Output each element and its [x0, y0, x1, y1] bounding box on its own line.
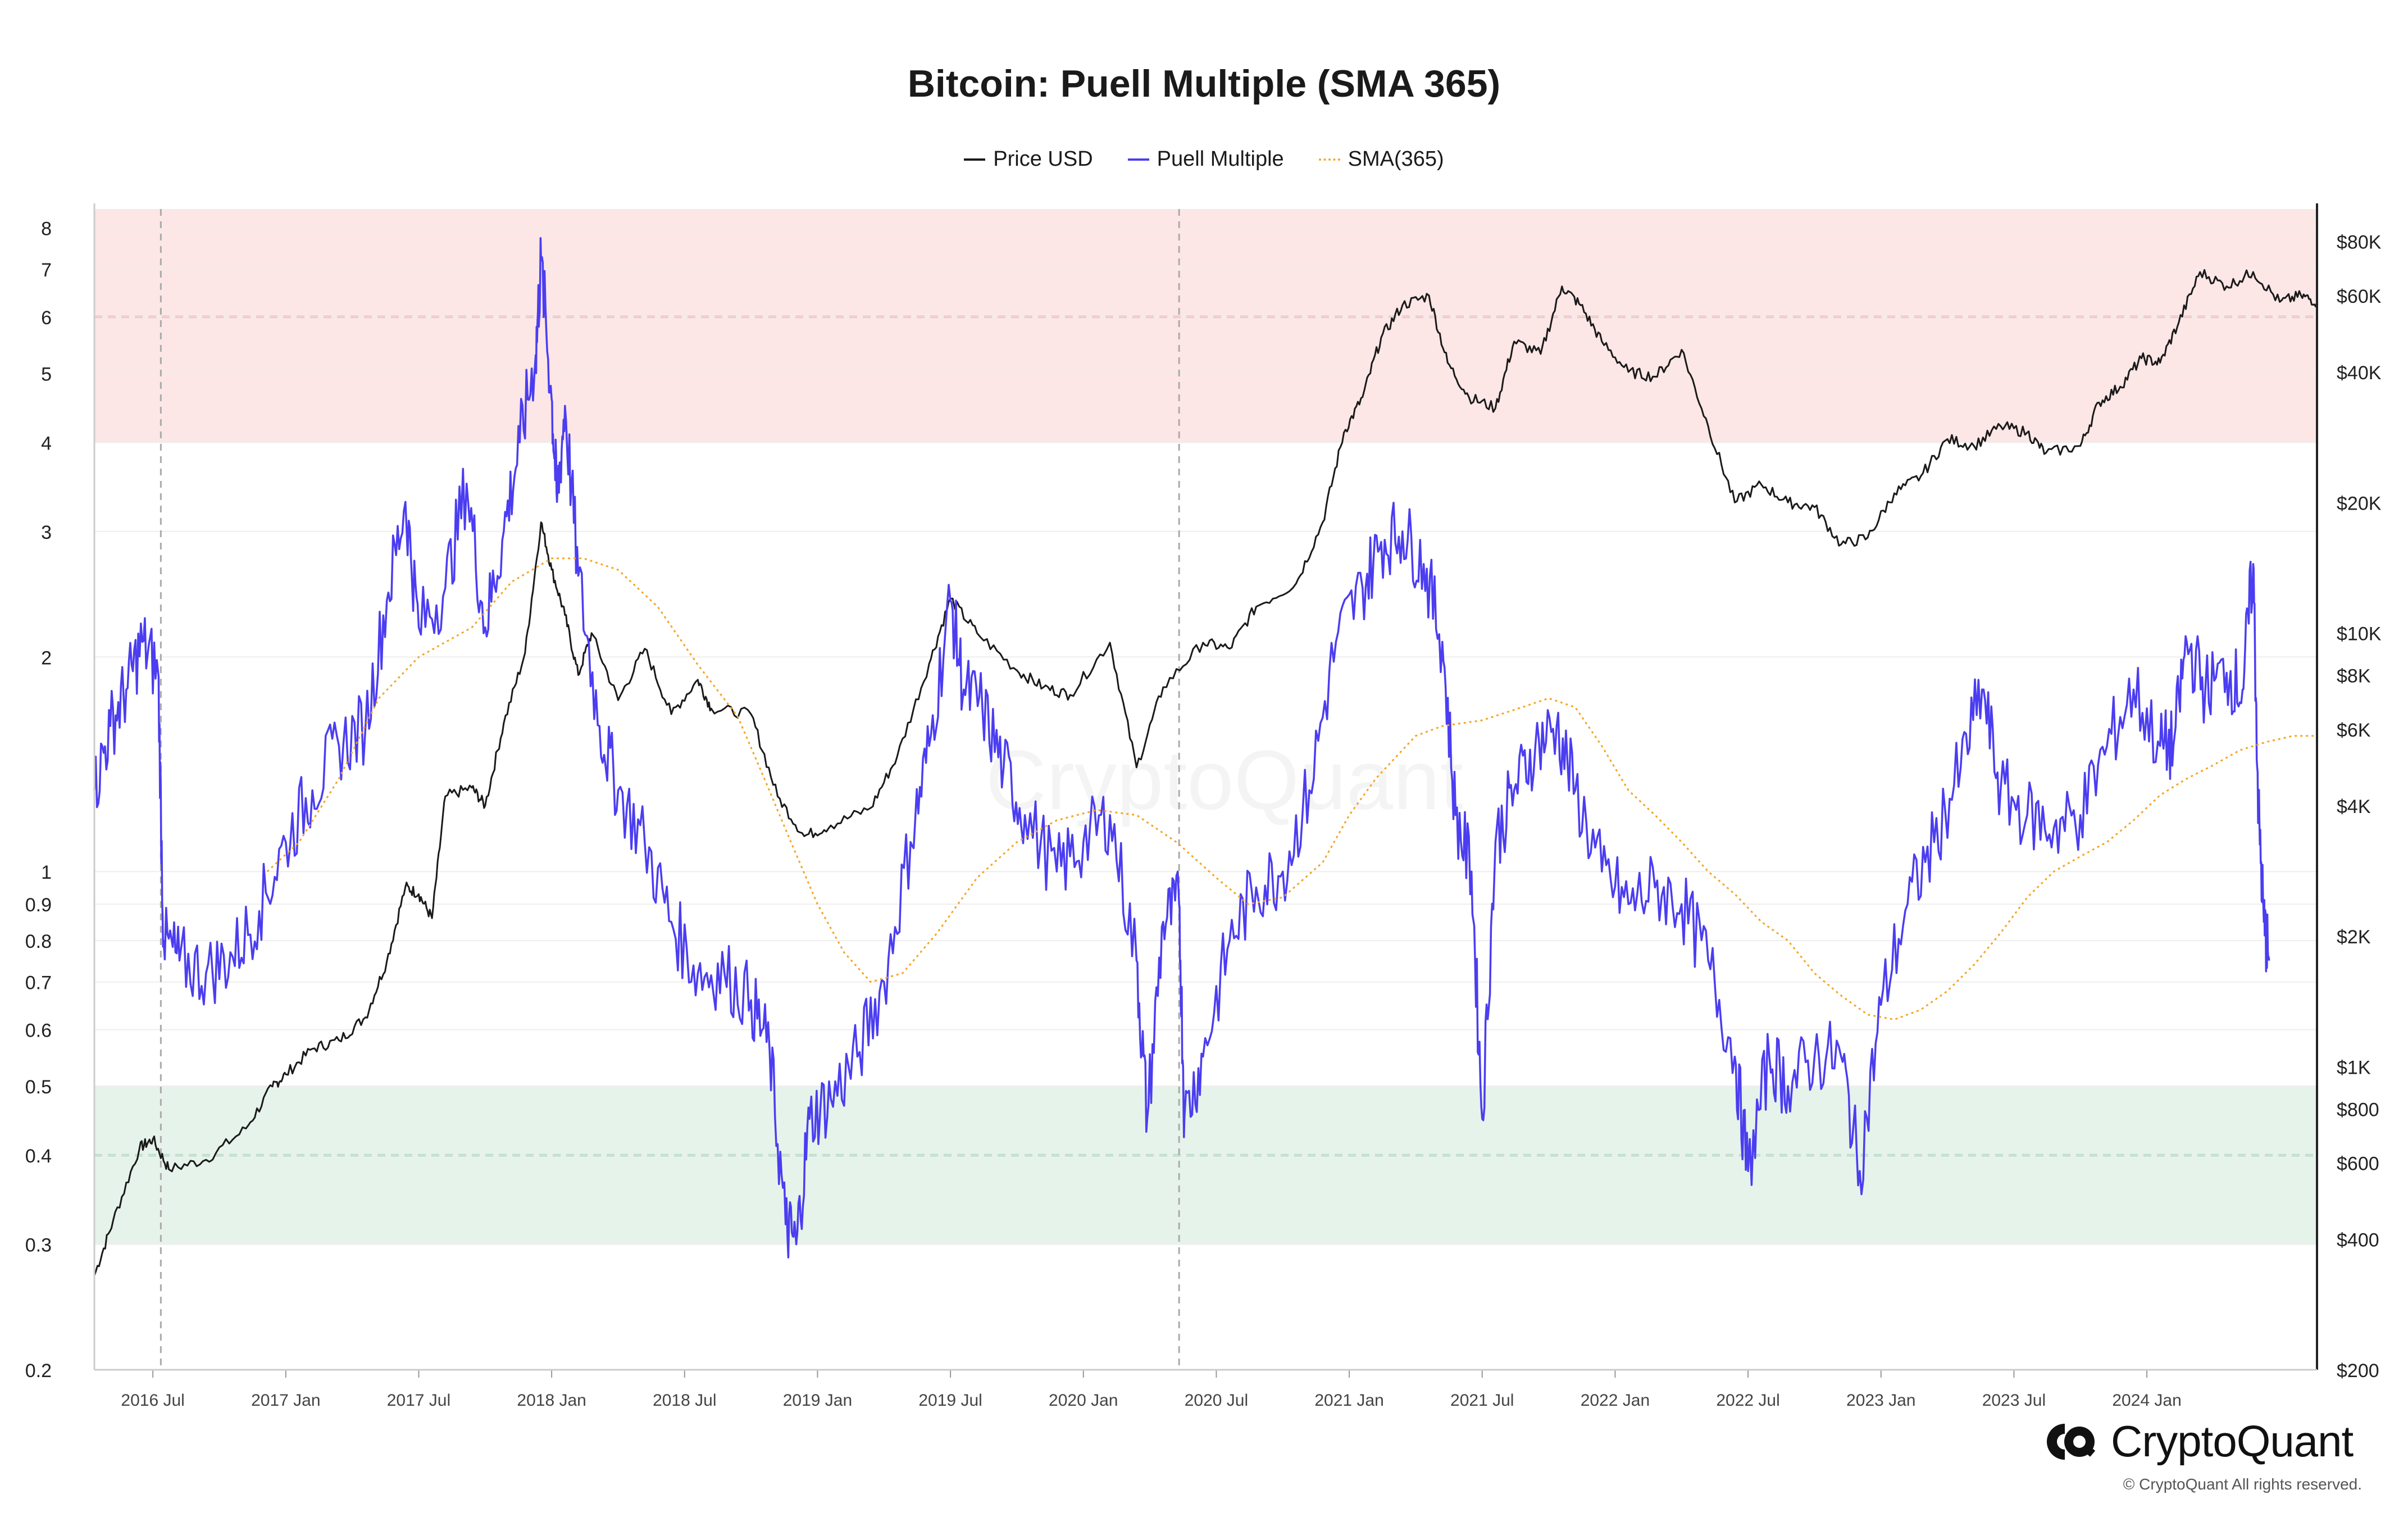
right-tick-label: $80K	[2337, 232, 2382, 253]
legend-swatch-puell	[1127, 158, 1149, 161]
x-tick-label: 2019 Jul	[918, 1391, 982, 1410]
right-tick-label: $20K	[2337, 493, 2382, 514]
left-tick-label: 0.8	[25, 931, 52, 952]
right-tick-label: $8K	[2337, 665, 2371, 687]
left-tick-label: 5	[41, 364, 52, 385]
zone-layer	[94, 209, 2317, 1245]
left-tick-label: 4	[41, 433, 52, 454]
legend-label-price: Price USD	[993, 147, 1093, 171]
x-tick-label: 2021 Jan	[1314, 1391, 1383, 1410]
x-tick-label: 2022 Jul	[1716, 1391, 1779, 1410]
left-tick-label: 0.2	[25, 1360, 52, 1382]
x-tick-label: 2016 Jul	[121, 1391, 184, 1410]
right-tick-label: $40K	[2337, 362, 2382, 384]
right-tick-label: $60K	[2337, 286, 2382, 307]
x-tick-label: 2020 Jul	[1185, 1391, 1248, 1410]
left-tick-label: 1	[41, 862, 52, 883]
left-tick-label: 0.4	[25, 1146, 52, 1167]
puell-line	[93, 237, 2270, 1259]
x-tick-label: 2019 Jan	[783, 1391, 852, 1410]
right-tick-label: $800	[2337, 1099, 2379, 1120]
halving-marker-layer	[160, 209, 1180, 1370]
legend-item-puell[interactable]: Puell Multiple	[1127, 147, 1284, 171]
x-tick-label: 2017 Jul	[387, 1391, 450, 1410]
brand-logo[interactable]: CryptoQuant	[2045, 1416, 2354, 1467]
left-tick-label: 7	[41, 260, 52, 281]
legend: Price USD Puell Multiple SMA(365)	[0, 147, 2408, 171]
right-tick-label: $200	[2337, 1360, 2379, 1382]
series-layer	[93, 237, 2318, 1276]
left-tick-label: 3	[41, 522, 52, 543]
x-tick-label: 2023 Jul	[1982, 1391, 2046, 1410]
chart-title: Bitcoin: Puell Multiple (SMA 365)	[907, 62, 1501, 105]
copyright-notice: © CryptoQuant All rights reserved.	[2123, 1475, 2362, 1493]
legend-swatch-sma	[1318, 158, 1340, 161]
cryptoquant-logo-icon	[2047, 1423, 2096, 1460]
axes-layer: 0.2 0.3 0.4 0.5 0.6 0.7 0.8 0.9 1 2 3 4 5 6 7 8 $200 $400…	[25, 203, 2382, 1410]
legend-item-price[interactable]: Price USD	[964, 147, 1093, 171]
left-tick-label: 0.9	[25, 894, 52, 916]
right-tick-label: $10K	[2337, 624, 2382, 645]
grid-layer	[94, 227, 2317, 1370]
left-tick-label: 0.5	[25, 1077, 52, 1098]
legend-swatch-price	[964, 158, 986, 161]
right-tick-label: $400	[2337, 1230, 2379, 1251]
price-line	[93, 269, 2318, 1276]
zone-undervalued	[94, 1086, 2317, 1245]
legend-label-puell: Puell Multiple	[1157, 147, 1284, 171]
x-tick-label: 2020 Jan	[1049, 1391, 1118, 1410]
right-tick-label: $4K	[2337, 796, 2371, 817]
watermark: CryptoQuant	[986, 733, 1463, 827]
x-tick-label: 2017 Jan	[251, 1391, 320, 1410]
x-tick-label: 2022 Jan	[1581, 1391, 1650, 1410]
left-tick-label: 0.3	[25, 1235, 52, 1256]
right-tick-label: $2K	[2337, 926, 2371, 948]
x-tick-label: 2021 Jul	[1450, 1391, 1514, 1410]
right-tick-label: $1K	[2337, 1057, 2371, 1079]
left-tick-label: 8	[41, 218, 52, 239]
zone-overheated	[94, 209, 2317, 443]
sma-line	[266, 557, 2317, 1021]
left-tick-label: 2	[41, 647, 52, 669]
brand-name: CryptoQuant	[2111, 1416, 2354, 1466]
x-tick-label: 2023 Jan	[1846, 1391, 1915, 1410]
x-tick-label: 2018 Jan	[517, 1391, 586, 1410]
left-tick-label: 6	[41, 307, 52, 329]
left-tick-label: 0.6	[25, 1020, 52, 1042]
legend-item-sma[interactable]: SMA(365)	[1318, 147, 1444, 171]
left-tick-label: 0.7	[25, 973, 52, 994]
x-tick-label: 2024 Jan	[2112, 1391, 2181, 1410]
legend-label-sma: SMA(365)	[1348, 147, 1444, 171]
x-tick-label: 2018 Jul	[653, 1391, 716, 1410]
right-tick-label: $6K	[2337, 720, 2371, 741]
right-tick-label: $600	[2337, 1153, 2379, 1175]
